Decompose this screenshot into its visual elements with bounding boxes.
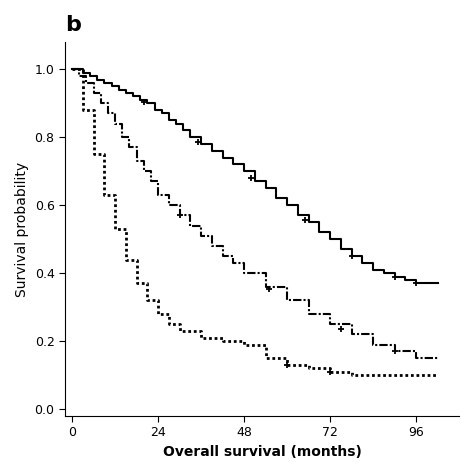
Text: b: b [65,15,81,35]
Y-axis label: Survival probability: Survival probability [15,162,29,297]
X-axis label: Overall survival (months): Overall survival (months) [163,445,361,459]
